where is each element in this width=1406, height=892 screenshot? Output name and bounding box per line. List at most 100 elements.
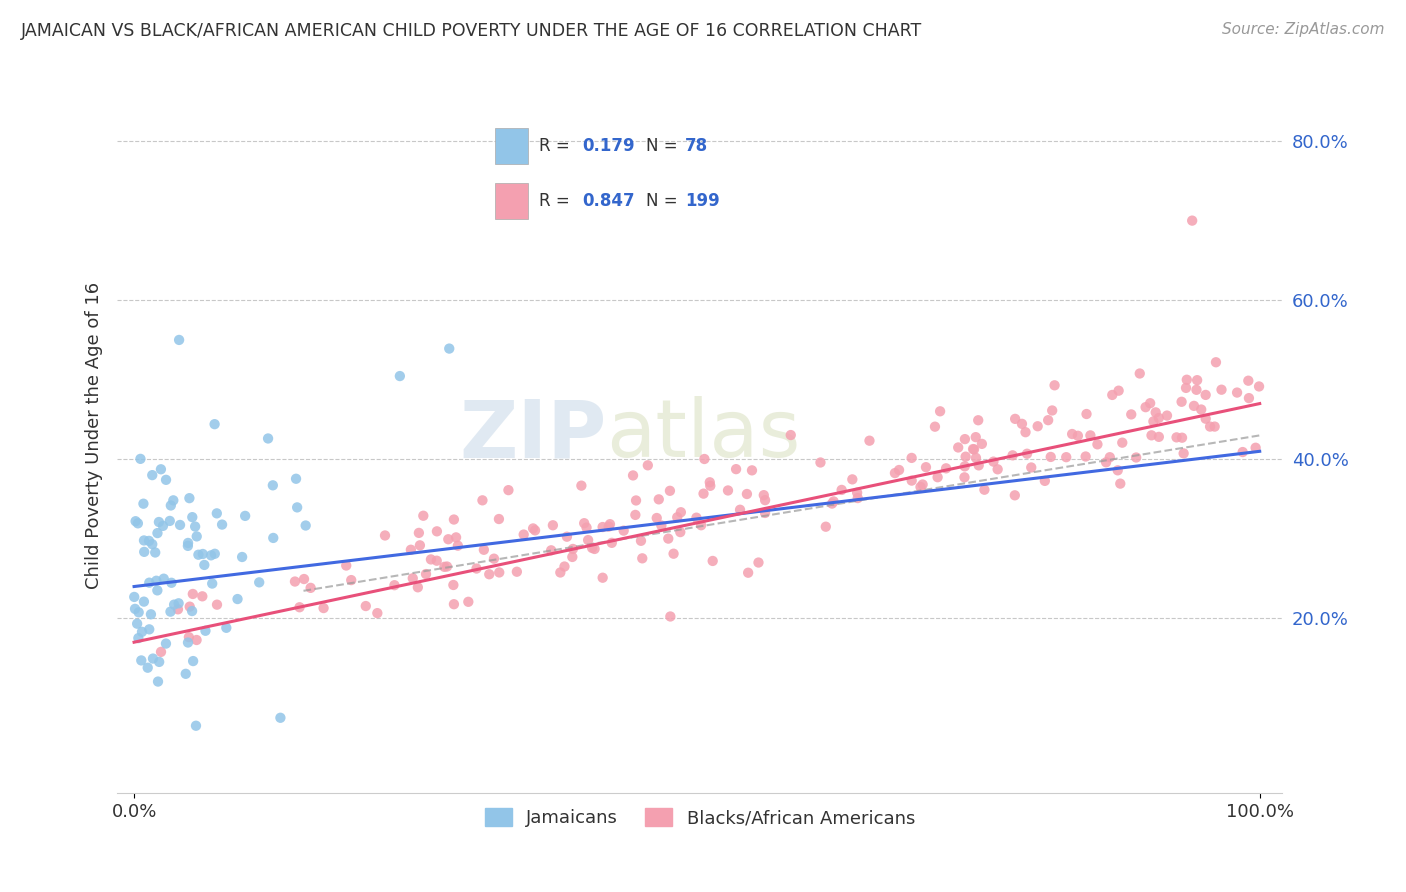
Point — [1247, 379, 1270, 393]
Point — [1004, 412, 1026, 426]
Point — [561, 541, 583, 556]
Point — [1125, 450, 1147, 465]
Point — [846, 491, 869, 505]
Point — [1175, 373, 1198, 387]
Point — [167, 602, 190, 616]
Point — [953, 459, 976, 474]
Point — [488, 566, 510, 580]
Point — [145, 574, 167, 588]
Point — [624, 508, 647, 522]
Point — [129, 653, 152, 667]
Point — [177, 635, 200, 649]
Point — [478, 567, 501, 582]
Point — [433, 559, 456, 574]
Point — [658, 483, 681, 498]
Point — [160, 575, 183, 590]
Point — [555, 530, 578, 544]
Point — [155, 473, 177, 487]
Point — [659, 609, 682, 624]
Point — [205, 598, 228, 612]
Point — [752, 488, 775, 502]
Point — [725, 462, 748, 476]
Point — [482, 551, 505, 566]
Point — [814, 519, 837, 533]
Point — [1182, 399, 1205, 413]
Point — [1232, 445, 1254, 459]
Point — [512, 527, 534, 541]
Point — [146, 674, 169, 689]
Point — [1101, 388, 1123, 402]
Point — [1087, 437, 1109, 451]
Point — [948, 441, 970, 455]
Point — [779, 428, 801, 442]
Point — [1139, 396, 1161, 410]
Point — [437, 533, 460, 547]
Point — [141, 468, 163, 483]
Point — [226, 592, 249, 607]
Point — [1226, 385, 1249, 400]
Point — [613, 524, 636, 538]
Point — [1111, 435, 1133, 450]
Point — [630, 533, 652, 548]
Point — [1109, 476, 1132, 491]
Point — [444, 530, 467, 544]
Text: ZIP: ZIP — [460, 396, 606, 475]
Point — [631, 551, 654, 566]
Point — [1019, 460, 1042, 475]
Point — [1039, 450, 1062, 464]
Point — [1004, 488, 1026, 502]
Point — [965, 430, 987, 444]
Point — [177, 630, 200, 644]
Text: JAMAICAN VS BLACK/AFRICAN AMERICAN CHILD POVERTY UNDER THE AGE OF 16 CORRELATION: JAMAICAN VS BLACK/AFRICAN AMERICAN CHILD… — [21, 22, 922, 40]
Point — [900, 474, 922, 488]
Point — [419, 552, 441, 566]
Point — [127, 631, 149, 645]
Point — [184, 519, 207, 533]
Point — [699, 479, 721, 493]
Point — [152, 519, 174, 533]
Point — [1026, 419, 1049, 434]
Point — [204, 547, 226, 561]
Point — [962, 442, 984, 456]
Point — [598, 519, 620, 533]
Point — [973, 483, 995, 497]
Point — [583, 541, 606, 556]
Point — [457, 595, 479, 609]
Point — [571, 478, 593, 492]
Point — [127, 516, 149, 531]
Point — [204, 417, 226, 432]
Point — [247, 575, 270, 590]
Point — [447, 539, 470, 553]
Point — [1036, 413, 1059, 427]
Point — [669, 505, 692, 519]
Point — [1135, 400, 1157, 414]
Point — [846, 485, 869, 500]
Point — [900, 450, 922, 465]
Point — [408, 525, 430, 540]
Point — [669, 525, 692, 540]
Point — [409, 538, 432, 552]
Point — [122, 590, 145, 604]
Point — [955, 450, 977, 464]
Point — [735, 487, 758, 501]
Point — [648, 492, 671, 507]
Point — [1129, 367, 1152, 381]
Point — [747, 556, 769, 570]
Point — [439, 342, 461, 356]
Point — [179, 491, 201, 505]
Point — [124, 514, 146, 528]
Point — [335, 558, 357, 573]
Point — [741, 463, 763, 477]
Point — [312, 601, 335, 615]
Point — [963, 442, 986, 457]
Point — [1140, 428, 1163, 442]
Point — [1080, 428, 1102, 442]
Point — [1237, 374, 1260, 388]
Point — [506, 565, 529, 579]
Point — [193, 558, 215, 572]
Point — [1205, 355, 1227, 369]
Point — [131, 624, 153, 639]
Point — [159, 499, 181, 513]
Point — [1156, 409, 1178, 423]
Point — [967, 413, 990, 427]
